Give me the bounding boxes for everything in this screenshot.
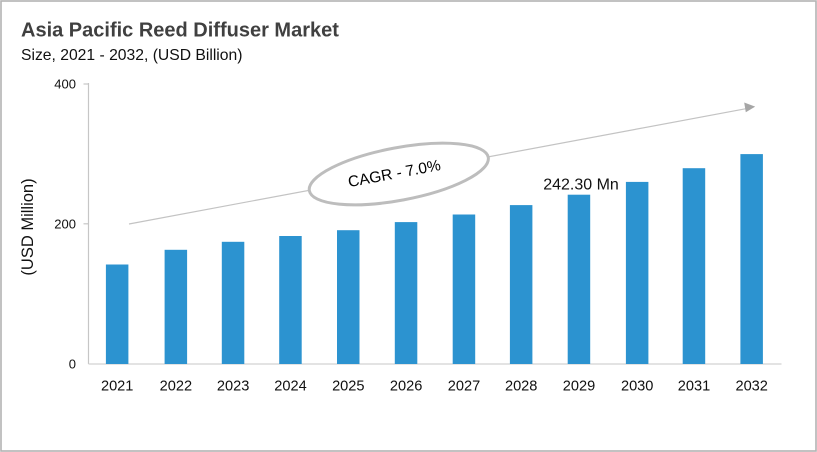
- svg-text:2031: 2031: [678, 379, 710, 395]
- svg-text:400: 400: [54, 77, 76, 92]
- svg-text:2021: 2021: [101, 379, 133, 395]
- svg-text:2028: 2028: [505, 379, 537, 395]
- svg-text:2023: 2023: [217, 379, 249, 395]
- svg-text:200: 200: [54, 216, 76, 231]
- svg-text:2030: 2030: [621, 379, 653, 395]
- svg-text:Asia Pacific Reed Diffuser Mar: Asia Pacific Reed Diffuser Market: [21, 20, 339, 42]
- svg-text:2024: 2024: [274, 379, 306, 395]
- svg-text:2025: 2025: [332, 379, 364, 395]
- svg-text:2029: 2029: [563, 379, 595, 395]
- svg-text:0: 0: [69, 357, 76, 372]
- svg-text:2026: 2026: [390, 379, 422, 395]
- svg-text:Size, 2021 - 2032, (USD Billio: Size, 2021 - 2032, (USD Billion): [21, 47, 242, 64]
- svg-text:2027: 2027: [448, 379, 480, 395]
- svg-text:2022: 2022: [160, 379, 192, 395]
- svg-text:2032: 2032: [735, 379, 767, 395]
- svg-text:242.30 Mn: 242.30 Mn: [543, 176, 619, 193]
- svg-text:(USD Million): (USD Million): [19, 178, 37, 275]
